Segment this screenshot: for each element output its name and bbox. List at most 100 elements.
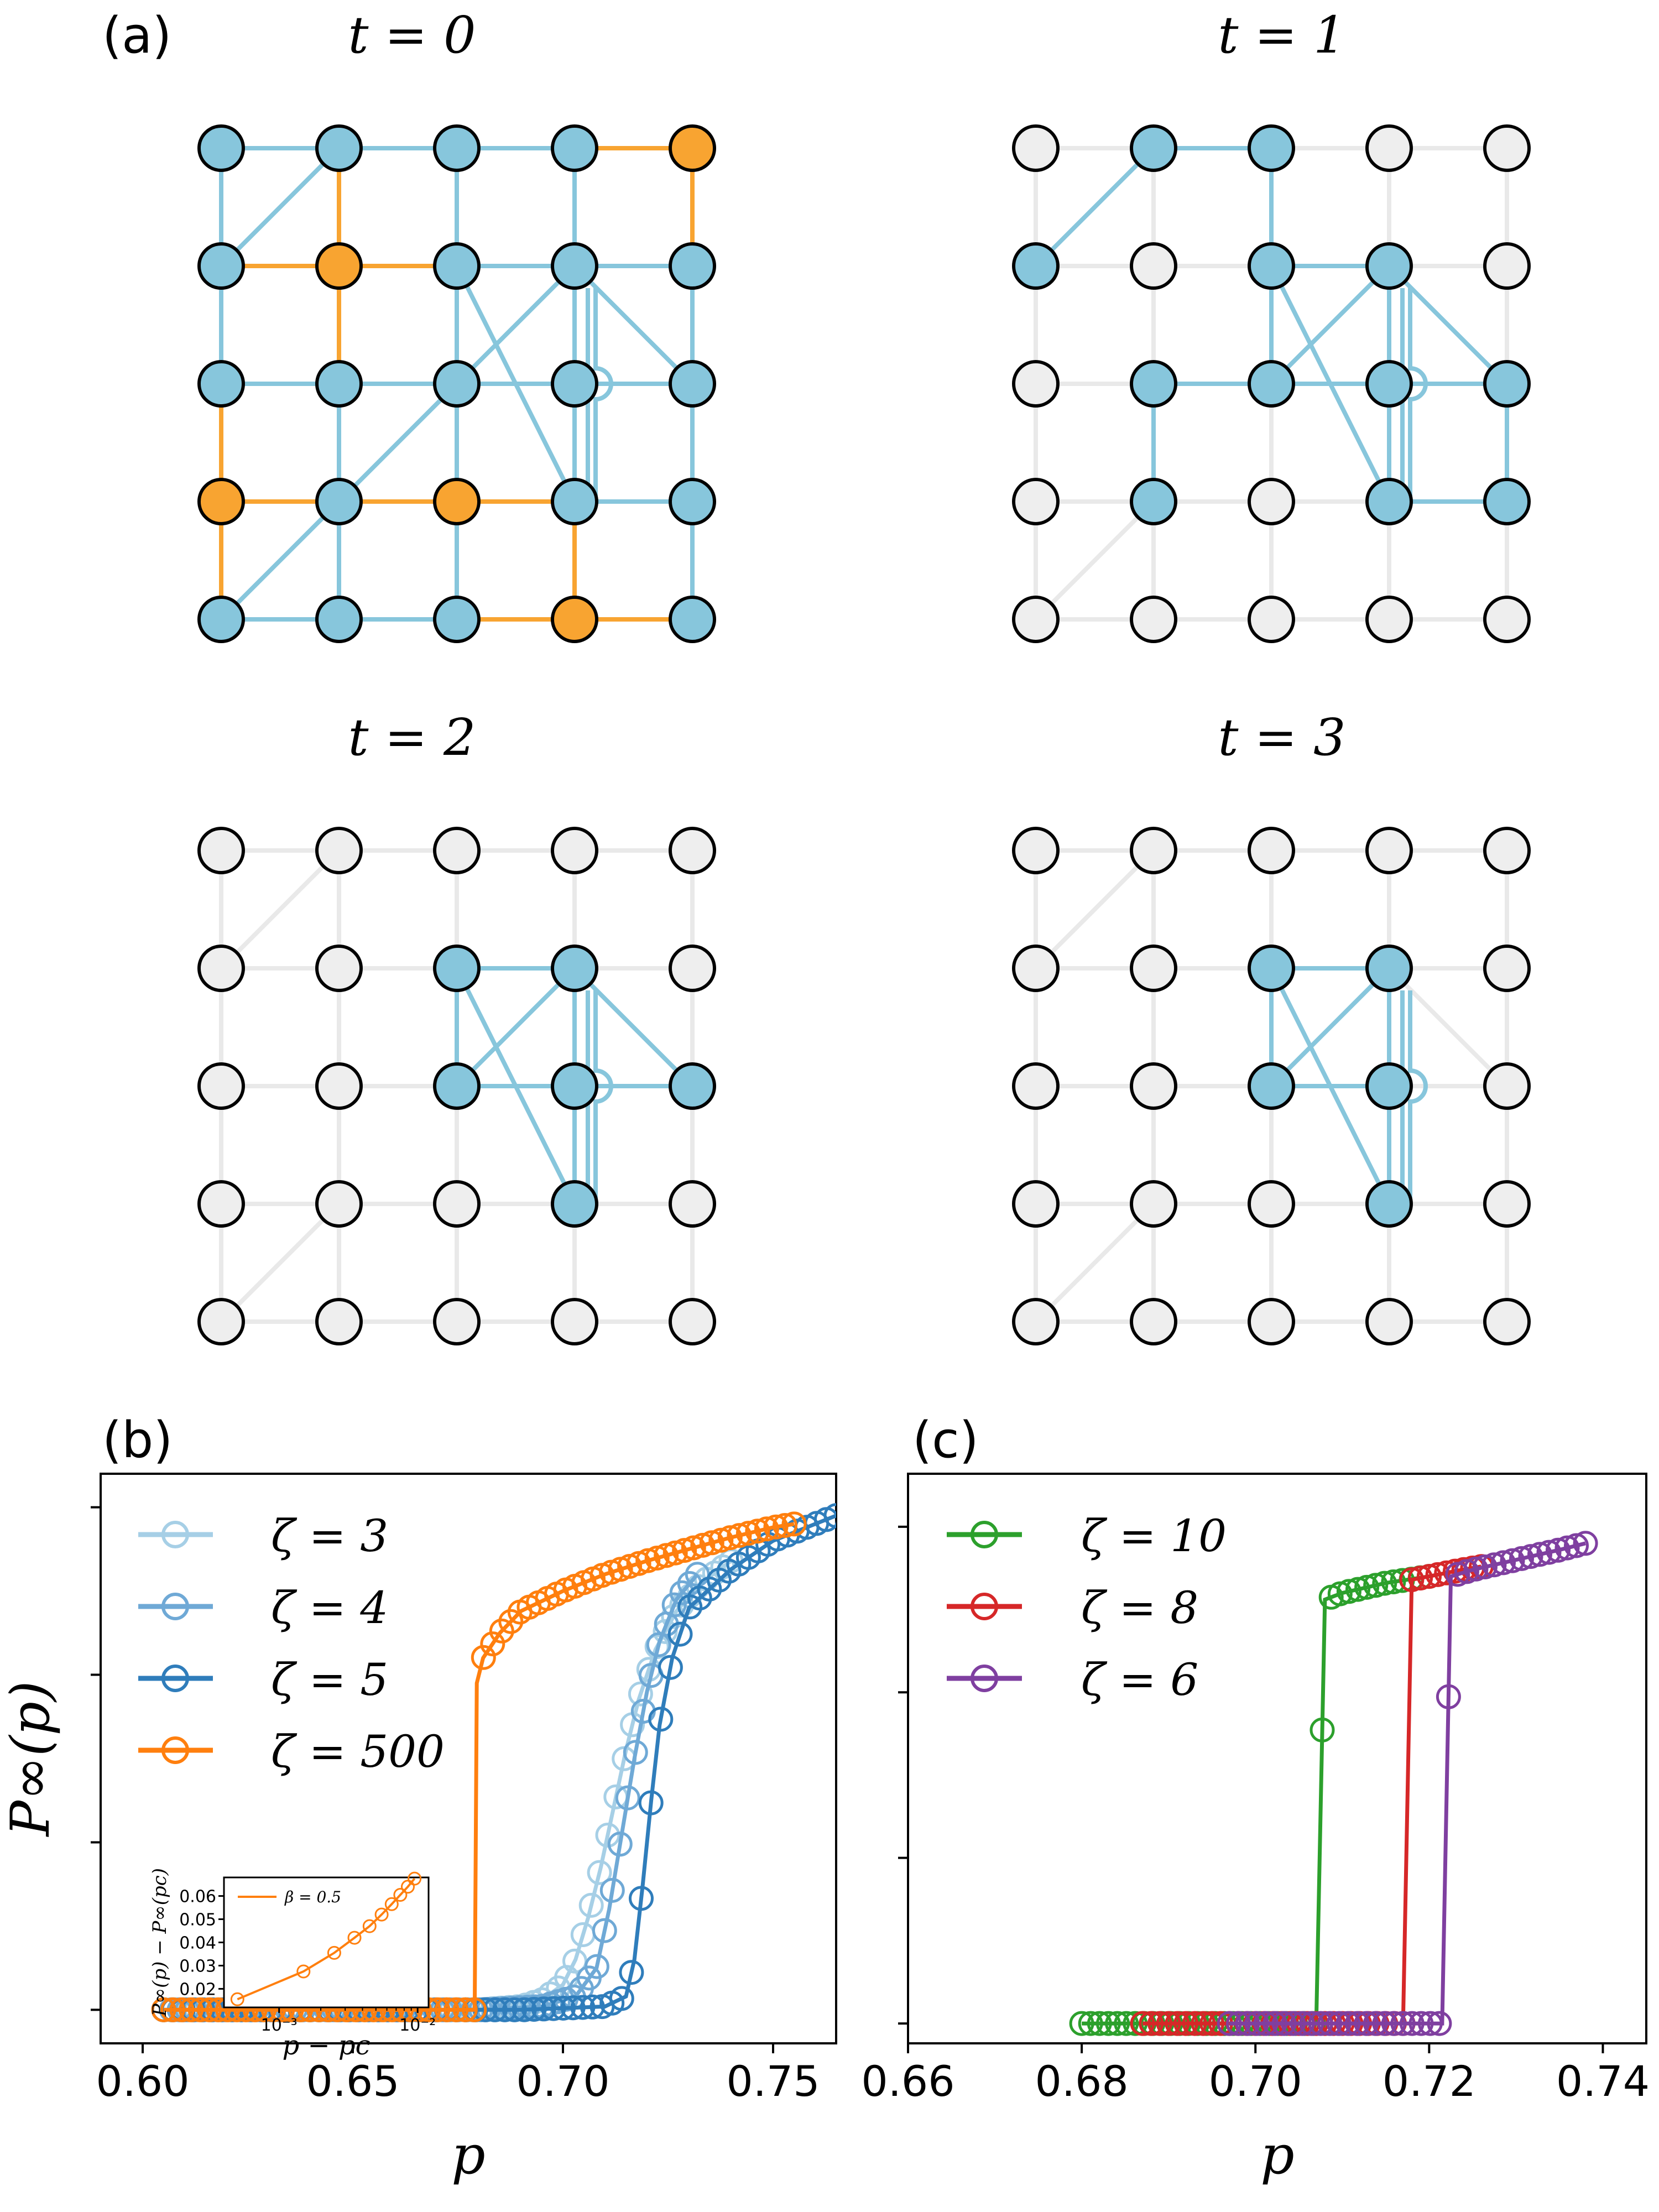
lattice-node — [197, 242, 245, 290]
lattice-node — [1365, 1180, 1413, 1228]
series-b-3-point — [681, 1535, 706, 1561]
series-c-2-point — [1546, 1537, 1571, 1563]
lattice-node — [1248, 1180, 1295, 1228]
lattice-nodes — [1012, 124, 1531, 643]
series-b-3-point — [763, 1514, 789, 1540]
series-c-2-point — [1335, 2011, 1361, 2036]
lattice-node — [1365, 1298, 1413, 1345]
panel-c-label: (c) — [912, 1411, 979, 1469]
legend-marker — [971, 1665, 998, 1692]
series-c-2-point — [1573, 1531, 1598, 1556]
inset-point — [408, 1871, 422, 1886]
legend-marker — [161, 1521, 189, 1548]
panel-c-plot — [1069, 1531, 1598, 2036]
series-c-2-point — [1427, 2011, 1452, 2036]
lattice-node — [433, 478, 481, 525]
lattice-node — [1012, 1180, 1060, 1228]
lattice-node — [1483, 1180, 1531, 1228]
lattice-node — [1248, 945, 1295, 992]
lattice-node — [315, 945, 363, 992]
series-b-0-point — [578, 1892, 604, 1918]
lattice-node — [669, 827, 716, 874]
lattice-node — [669, 124, 716, 172]
lattice-node — [1248, 827, 1295, 874]
lattice-node — [433, 360, 481, 408]
series-c-1-point — [1147, 2011, 1172, 2036]
series-b-3-point — [151, 1997, 176, 2022]
lattice-long-link — [1408, 990, 1428, 1198]
series-b-2-point — [580, 1994, 605, 2020]
lattice-node — [551, 1298, 598, 1345]
x-tick-label: 0.66 — [861, 2057, 954, 2106]
lattice-node — [433, 827, 481, 874]
series-c-2-point — [1363, 2011, 1388, 2036]
legend-label: ζ = 500 — [271, 1726, 445, 1777]
panel-b-ticks: 0.60 0.65 0.70 0.75 — [91, 1506, 820, 2106]
series-c-1-point — [1416, 1564, 1442, 1589]
lattice-node — [551, 827, 598, 874]
lattice-node — [197, 1062, 245, 1110]
lattice-node — [1130, 1180, 1177, 1228]
x-tick-label: 0.74 — [1556, 2057, 1650, 2106]
lattice-node — [197, 124, 245, 172]
series-c-0-point — [1372, 1571, 1397, 1596]
series-b-2-point — [667, 1621, 693, 1647]
series-c-2-point — [1509, 1546, 1534, 1571]
series-b-2-point — [512, 1997, 537, 2022]
legend-marker — [971, 1593, 998, 1620]
lattice-node — [551, 242, 598, 290]
lattice-long-link — [1408, 288, 1428, 496]
lattice-node — [197, 360, 245, 408]
series-b-2-point — [521, 1997, 547, 2022]
series-b-3-point — [452, 1997, 478, 2022]
series-b-3-point — [462, 1997, 487, 2022]
lattice-node — [669, 945, 716, 992]
lattice-node — [433, 945, 481, 992]
lattice-edge — [455, 264, 576, 385]
lattice-node — [1130, 827, 1177, 874]
inset-point — [384, 1897, 399, 1911]
lattice-edge — [220, 849, 341, 970]
series-b-0-point — [587, 1860, 612, 1885]
lattice-node — [1012, 360, 1060, 408]
lattice-node — [315, 1298, 363, 1345]
series-c-2-point — [1354, 2011, 1379, 2036]
lattice-node — [1248, 1298, 1295, 1345]
lattice-node — [1483, 1062, 1531, 1110]
inset-y-tick-label: 0.03 — [179, 1957, 216, 1976]
series-b-3-point — [672, 1538, 697, 1563]
series-b-1-point — [599, 1877, 625, 1903]
x-tick-label: 0.60 — [96, 2057, 189, 2106]
lattice-node — [1365, 124, 1413, 172]
series-c-2-point — [1244, 2011, 1270, 2036]
series-c-0-point — [1078, 2011, 1103, 2036]
lattice-node — [669, 478, 716, 525]
panel-c-frame — [907, 1473, 1647, 2044]
lattice-edge — [220, 147, 341, 268]
lattice-node — [1483, 478, 1531, 525]
legend-label: ζ = 4 — [271, 1582, 388, 1634]
series-c-1-point — [1191, 2011, 1216, 2036]
lattice-node — [1012, 1298, 1060, 1345]
series-c-2-point — [1381, 2011, 1406, 2036]
series-c-2-point — [1281, 2011, 1306, 2036]
lattice-edge — [455, 967, 577, 1205]
inset-y-tick-label: 0.04 — [179, 1934, 216, 1953]
series-b-1-point — [623, 1740, 648, 1765]
series-c-2-point — [1390, 2011, 1416, 2036]
lattice-edge — [1034, 147, 1155, 268]
series-c-1-point — [1173, 2011, 1199, 2036]
lattice-node — [433, 1062, 481, 1110]
lattice-t0 — [197, 124, 716, 643]
lattice-edge — [220, 500, 341, 621]
series-b-3-point — [773, 1513, 797, 1538]
series-c-1-point — [1399, 1567, 1425, 1593]
series-b-0-point — [628, 1681, 653, 1707]
lattice-t3 — [1012, 827, 1531, 1345]
x-tick-label: 0.68 — [1035, 2057, 1129, 2106]
series-b-3-point — [654, 1543, 679, 1568]
series-b-3-point — [754, 1516, 779, 1542]
lattice-node — [669, 360, 716, 408]
lattice-node — [1248, 242, 1295, 290]
lattice-node — [1483, 596, 1531, 643]
